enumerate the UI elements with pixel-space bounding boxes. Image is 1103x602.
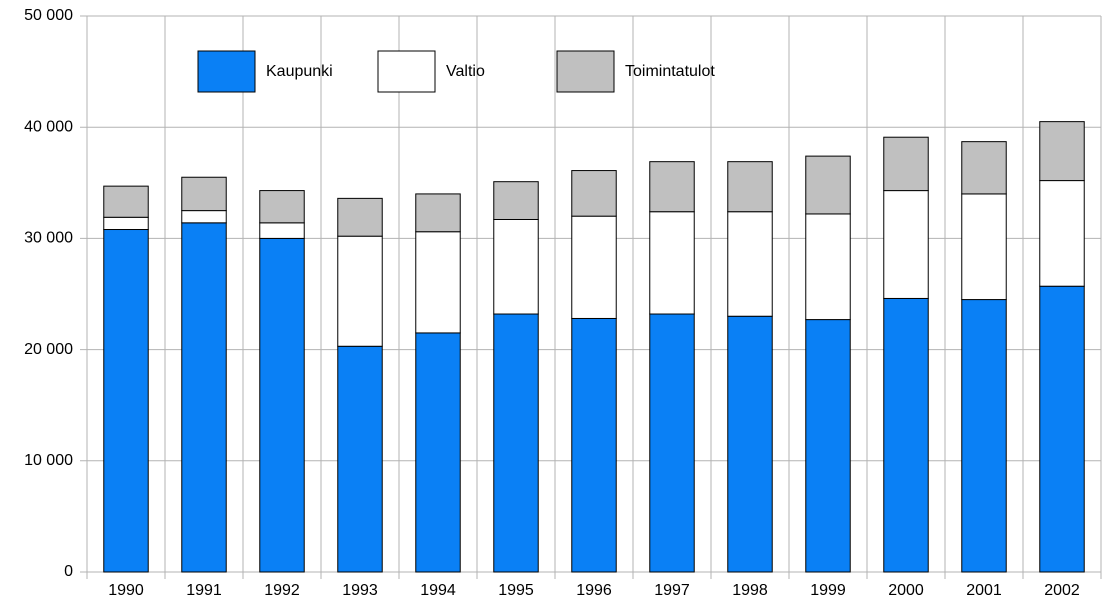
y-tick-label: 0 <box>64 563 73 580</box>
legend-label: Kaupunki <box>266 63 333 80</box>
x-tick-label: 1991 <box>186 582 222 599</box>
y-tick-label: 20 000 <box>24 341 73 358</box>
bar-segment <box>571 170 617 217</box>
bar-segment <box>883 136 929 192</box>
bar-segment <box>493 218 539 315</box>
bar-segment <box>727 161 773 213</box>
x-tick-label: 1990 <box>108 582 144 599</box>
bar-segment <box>571 215 617 319</box>
bar-segment <box>103 185 149 218</box>
legend-swatch <box>377 50 436 93</box>
x-tick-label: 1996 <box>576 582 612 599</box>
bar-segment <box>727 315 773 573</box>
bar-segment <box>961 141 1007 195</box>
bar-segment <box>259 190 305 224</box>
bar-segment <box>493 313 539 573</box>
bar-segment <box>805 319 851 573</box>
bar-segment <box>337 235 383 347</box>
x-tick-label: 1998 <box>732 582 768 599</box>
x-tick-label: 2001 <box>966 582 1002 599</box>
x-tick-label: 1999 <box>810 582 846 599</box>
x-tick-label: 2000 <box>888 582 924 599</box>
x-tick-label: 2002 <box>1044 582 1080 599</box>
y-tick-label: 10 000 <box>24 452 73 469</box>
bar-segment <box>1039 121 1085 182</box>
bar-segment <box>181 210 227 224</box>
y-tick-label: 30 000 <box>24 230 73 247</box>
bar-segment <box>415 231 461 334</box>
x-tick-label: 1997 <box>654 582 690 599</box>
bar-segment <box>805 213 851 321</box>
x-tick-label: 1992 <box>264 582 300 599</box>
legend-label: Toimintatulot <box>625 63 715 80</box>
y-tick-label: 40 000 <box>24 118 73 135</box>
x-tick-label: 1995 <box>498 582 534 599</box>
legend-swatch <box>556 50 615 93</box>
legend-label: Valtio <box>446 63 485 80</box>
bar-segment <box>649 161 695 213</box>
legend-swatch <box>197 50 256 93</box>
bar-segment <box>649 211 695 315</box>
bar-segment <box>181 176 227 212</box>
bar-segment <box>259 222 305 239</box>
bar-segment <box>883 297 929 573</box>
bar-segment <box>493 181 539 220</box>
bar-segment <box>103 216 149 231</box>
y-tick-label: 50 000 <box>24 7 73 24</box>
bar-segment <box>961 299 1007 573</box>
bar-segment <box>103 229 149 573</box>
bar-segment <box>337 345 383 573</box>
bar-segment <box>181 222 227 573</box>
bar-segment <box>1039 180 1085 287</box>
bar-segment <box>727 211 773 317</box>
bar-segment <box>883 190 929 299</box>
bar-segment <box>337 197 383 237</box>
bar-segment <box>415 193 461 233</box>
bar-segment <box>961 193 1007 301</box>
x-tick-label: 1994 <box>420 582 456 599</box>
bar-segment <box>805 155 851 215</box>
bar-segment <box>571 317 617 573</box>
bar-segment <box>259 237 305 573</box>
bar-segment <box>649 313 695 573</box>
bar-segment <box>1039 285 1085 573</box>
x-tick-label: 1993 <box>342 582 378 599</box>
bar-segment <box>415 332 461 573</box>
